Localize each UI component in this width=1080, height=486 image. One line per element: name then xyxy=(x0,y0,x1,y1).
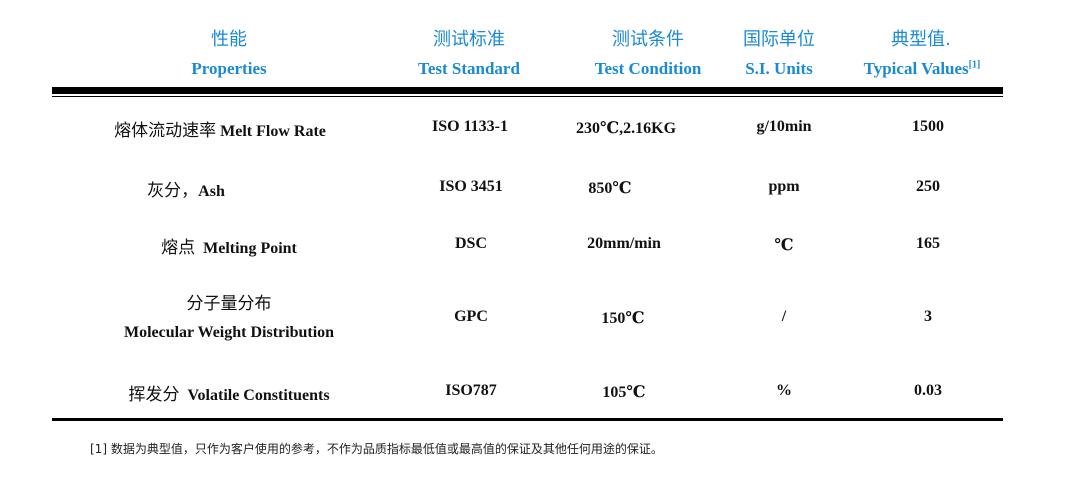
table-cell-standard: ISO 1133-1 xyxy=(431,118,509,135)
property-cn: 分子量分布 xyxy=(186,294,272,314)
table-cell-value: 0.03 xyxy=(914,382,942,399)
property-en: Molecular Weight Distribution xyxy=(123,324,335,341)
header-condition-en: Test Condition xyxy=(594,59,702,78)
header-properties-en: Properties xyxy=(191,59,267,78)
table-cell-standard: DSC xyxy=(454,235,488,252)
header-values-cn: 典型值. xyxy=(891,29,951,50)
table-cell-value: 165 xyxy=(916,235,940,252)
table-cell-unit: / xyxy=(781,308,787,325)
table-cell-standard: ISO787 xyxy=(445,382,497,399)
property-cn: 灰分， xyxy=(147,181,199,201)
table-cell-value: 250 xyxy=(916,178,940,195)
header-values-en-text: Typical Values xyxy=(863,59,969,78)
table-cell-unit: ppm xyxy=(768,178,800,195)
footnote: [1] 数据为典型值，只作为客户使用的参考，不作为品质指标最低值或最高值的保证及… xyxy=(90,442,663,456)
property-en: Ash xyxy=(198,183,225,200)
bottom-rule xyxy=(52,418,1003,421)
table-cell-unit: ℃ xyxy=(774,237,794,254)
table-cell-condition: 20mm/min xyxy=(587,235,661,252)
footnote-ref: [1] xyxy=(968,59,981,71)
header-rule-thin xyxy=(52,96,1003,97)
property-en: Melting Point xyxy=(203,240,297,257)
table-cell-condition: 105℃ xyxy=(602,384,646,401)
header-units-cn: 国际单位 xyxy=(743,29,815,50)
property-cn: 挥发分 xyxy=(128,385,180,405)
table-row-property: 挥发分 Volatile Constituents xyxy=(128,380,329,405)
table-cell-unit: g/10min xyxy=(756,118,812,135)
table-row-property: 灰分，Ash xyxy=(147,176,225,201)
table-row-property: 熔体流动速率 Melt Flow Rate xyxy=(114,116,326,141)
header-properties-cn: 性能 xyxy=(211,29,247,50)
table-cell-condition: 230℃,2.16KG xyxy=(575,120,677,137)
table-cell-condition: 150℃ xyxy=(601,310,645,327)
table-cell-standard: ISO 3451 xyxy=(439,178,503,195)
header-rule xyxy=(52,87,1003,94)
table-cell-value: 3 xyxy=(924,308,932,325)
header-units-en: S.I. Units xyxy=(745,59,813,78)
header-standard-cn: 测试标准 xyxy=(433,29,505,50)
table-cell-condition: 850℃ xyxy=(588,180,632,197)
property-en: Volatile Constituents xyxy=(187,387,330,404)
property-cn: 熔点 xyxy=(161,238,196,258)
header-condition-cn: 测试条件 xyxy=(612,29,684,50)
property-cn: 熔体流动速率 xyxy=(114,121,217,141)
table-cell-standard: GPC xyxy=(454,308,488,325)
property-en: Melt Flow Rate xyxy=(220,123,326,140)
table-row-property: 熔点 Melting Point xyxy=(161,233,297,258)
table-cell-unit: % xyxy=(776,382,792,399)
header-values-en: Typical Values[1] xyxy=(864,59,981,79)
header-standard-en: Test Standard xyxy=(418,59,520,78)
table-cell-value: 1500 xyxy=(912,118,944,135)
